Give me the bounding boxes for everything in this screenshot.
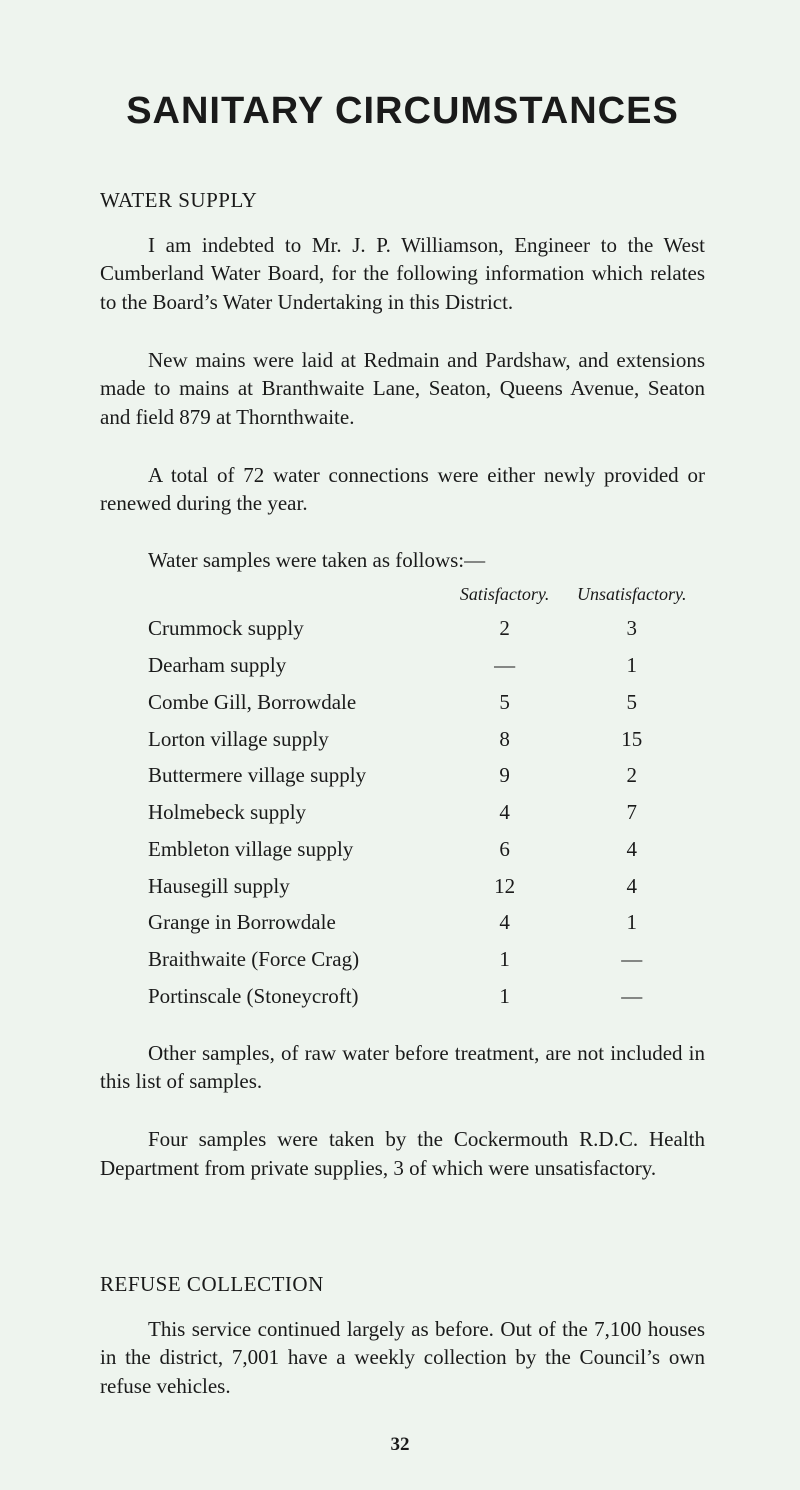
sample-name: Buttermere village supply	[148, 757, 451, 794]
table-row: Braithwaite (Force Crag) 1 —	[148, 941, 705, 978]
sample-sat: 4	[451, 904, 558, 941]
sample-sat: 1	[451, 941, 558, 978]
sample-unsat: 15	[558, 721, 705, 758]
paragraph: New mains were laid at Redmain and Pards…	[100, 346, 705, 431]
document-page: SANITARY CIRCUMSTANCES WATER SUPPLY I am…	[0, 0, 800, 1490]
sample-unsat: 7	[558, 794, 705, 831]
sample-sat: 6	[451, 831, 558, 868]
sample-name: Grange in Borrowdale	[148, 904, 451, 941]
sample-name: Lorton village supply	[148, 721, 451, 758]
table-row: Crummock supply 2 3	[148, 610, 705, 647]
table-row: Embleton village supply 6 4	[148, 831, 705, 868]
sample-sat: 4	[451, 794, 558, 831]
table-row: Combe Gill, Borrowdale 5 5	[148, 684, 705, 721]
sample-unsat: 1	[558, 647, 705, 684]
table-row: Grange in Borrowdale 4 1	[148, 904, 705, 941]
sample-unsat: 5	[558, 684, 705, 721]
section-heading-refuse: REFUSE COLLECTION	[100, 1272, 705, 1297]
sample-sat: 5	[451, 684, 558, 721]
water-samples-table: Satisfactory. Unsatisfactory. Crummock s…	[148, 579, 705, 1015]
sample-unsat: 3	[558, 610, 705, 647]
table-row: Holmebeck supply 4 7	[148, 794, 705, 831]
sample-unsat: 2	[558, 757, 705, 794]
sample-name: Hausegill supply	[148, 868, 451, 905]
sample-name: Embleton village supply	[148, 831, 451, 868]
table-row: Buttermere village supply 9 2	[148, 757, 705, 794]
sample-name: Combe Gill, Borrowdale	[148, 684, 451, 721]
table-row: Lorton village supply 8 15	[148, 721, 705, 758]
table-row: Hausegill supply 12 4	[148, 868, 705, 905]
paragraph: Four samples were taken by the Cockermou…	[100, 1125, 705, 1182]
sample-sat: 12	[451, 868, 558, 905]
sample-sat: —	[451, 647, 558, 684]
sample-sat: 9	[451, 757, 558, 794]
sample-name: Crummock supply	[148, 610, 451, 647]
paragraph: This service continued largely as before…	[100, 1315, 705, 1400]
paragraph: I am indebted to Mr. J. P. Williamson, E…	[100, 231, 705, 316]
sample-unsat: 1	[558, 904, 705, 941]
table-header-sat: Satisfactory.	[451, 579, 558, 611]
page-number: 32	[0, 1434, 800, 1456]
table-row: Portinscale (Stoneycroft) 1 —	[148, 978, 705, 1015]
paragraph: A total of 72 water connections were eit…	[100, 461, 705, 518]
table-row: Dearham supply — 1	[148, 647, 705, 684]
sample-name: Braithwaite (Force Crag)	[148, 941, 451, 978]
section-heading-water: WATER SUPPLY	[100, 188, 705, 213]
sample-sat: 8	[451, 721, 558, 758]
sample-name: Holmebeck supply	[148, 794, 451, 831]
sample-name: Portinscale (Stoneycroft)	[148, 978, 451, 1015]
sample-unsat: —	[558, 978, 705, 1015]
sample-sat: 1	[451, 978, 558, 1015]
sample-sat: 2	[451, 610, 558, 647]
page-title: SANITARY CIRCUMSTANCES	[100, 90, 705, 133]
sample-unsat: —	[558, 941, 705, 978]
samples-intro: Water samples were taken as follows:—	[148, 548, 705, 573]
sample-unsat: 4	[558, 868, 705, 905]
table-header-unsat: Unsatisfactory.	[558, 579, 705, 611]
paragraph: Other samples, of raw water before treat…	[100, 1039, 705, 1096]
sample-name: Dearham supply	[148, 647, 451, 684]
sample-unsat: 4	[558, 831, 705, 868]
table-header-row: Satisfactory. Unsatisfactory.	[148, 579, 705, 611]
